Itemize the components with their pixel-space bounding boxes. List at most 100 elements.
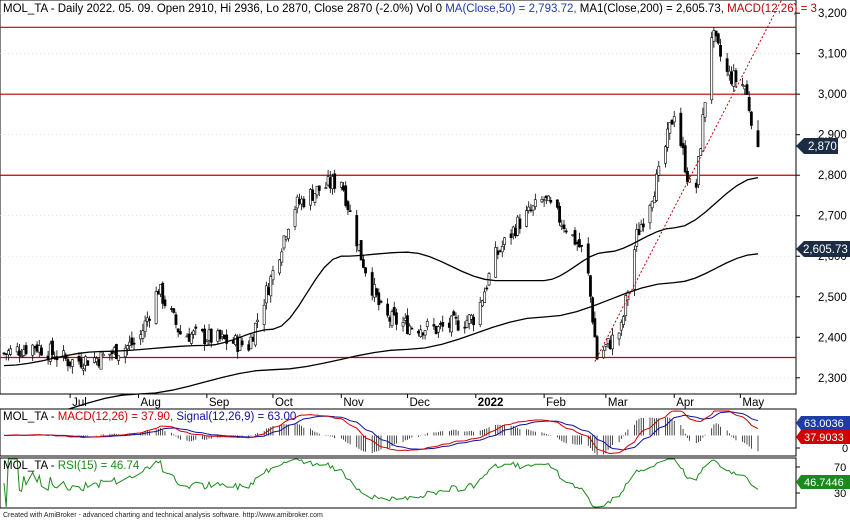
rsi-header: MOL_TA - RSI(15) = 46.74 bbox=[3, 460, 140, 472]
candle-body bbox=[732, 70, 736, 87]
candle-body bbox=[174, 314, 178, 325]
candle-body bbox=[664, 146, 667, 164]
candle-body bbox=[123, 347, 127, 358]
macd-zero-label: 0 bbox=[842, 443, 848, 455]
candle-body bbox=[417, 330, 420, 334]
macd-header: MOL_TA - MACD(12,26) = 37.90, Signal(12,… bbox=[3, 411, 296, 423]
month-label: Apr bbox=[676, 397, 694, 409]
candle-body bbox=[571, 234, 575, 236]
candle-body bbox=[547, 195, 550, 202]
candle-body bbox=[20, 355, 24, 358]
price-axis-label: 3,000 bbox=[818, 89, 847, 101]
price-axis-label: 2,500 bbox=[818, 292, 847, 304]
candle-body bbox=[81, 368, 85, 371]
candle-body bbox=[555, 199, 559, 208]
candle-body bbox=[344, 185, 348, 206]
candle-body bbox=[178, 331, 182, 335]
candle-body bbox=[269, 276, 273, 297]
candle-body bbox=[450, 315, 453, 333]
candle-body bbox=[22, 349, 26, 356]
month-label: Dec bbox=[409, 397, 430, 409]
candle-body bbox=[333, 173, 337, 189]
candle-body bbox=[295, 196, 299, 209]
candle-body bbox=[298, 199, 301, 204]
candle-body bbox=[315, 185, 319, 196]
candle-body bbox=[712, 30, 716, 42]
candle-body bbox=[170, 308, 173, 310]
candle-body bbox=[606, 338, 610, 344]
candle-body bbox=[668, 122, 672, 134]
candle-body bbox=[734, 70, 738, 83]
month-label: Mar bbox=[608, 397, 628, 409]
candle-body bbox=[611, 334, 614, 350]
macd-value: 63.0036 bbox=[804, 418, 844, 430]
candle-body bbox=[560, 224, 564, 227]
candle-body bbox=[68, 361, 72, 367]
price-axis-label: 3,200 bbox=[818, 8, 847, 20]
candle-body bbox=[201, 328, 204, 332]
candle-body bbox=[70, 359, 74, 367]
candle-body bbox=[339, 181, 343, 188]
candle-body bbox=[287, 228, 290, 239]
candle-body bbox=[117, 355, 121, 361]
candle-body bbox=[425, 321, 429, 327]
candle-body bbox=[608, 340, 612, 350]
candle-body bbox=[375, 288, 378, 296]
rsi-line bbox=[3, 458, 759, 508]
candle-body bbox=[236, 336, 240, 352]
candle-body bbox=[24, 345, 28, 355]
candle-body bbox=[141, 330, 145, 339]
price-axis: 3,2003,1003,0002,9002,8002,7002,6002,500… bbox=[796, 8, 847, 385]
candle-body bbox=[719, 44, 722, 57]
candle-body bbox=[309, 189, 312, 206]
month-label: Oct bbox=[275, 397, 294, 409]
candle-body bbox=[357, 244, 361, 251]
candle-body bbox=[108, 353, 112, 356]
candle-body bbox=[441, 321, 445, 327]
candle-body bbox=[379, 300, 383, 303]
candle-body bbox=[95, 357, 98, 363]
candle-body bbox=[128, 341, 132, 346]
candle-body bbox=[225, 334, 229, 344]
candle-body bbox=[472, 316, 475, 326]
price-axis-label: 2,700 bbox=[818, 211, 847, 223]
price-axis-label: 2,300 bbox=[818, 373, 847, 385]
candle-body bbox=[514, 228, 517, 237]
candle-body bbox=[745, 84, 749, 95]
candle-body bbox=[209, 328, 213, 343]
candle-body bbox=[498, 250, 502, 253]
header-ma200: MA1(Close,200) = 2,605.73, bbox=[577, 3, 724, 15]
candle-body bbox=[392, 306, 396, 315]
candle-body bbox=[701, 114, 705, 152]
candle-body bbox=[218, 329, 222, 340]
candle-body bbox=[511, 226, 515, 235]
candle-body bbox=[485, 287, 489, 290]
candle-body bbox=[456, 320, 460, 331]
candle-body bbox=[313, 193, 317, 203]
candle-body bbox=[672, 116, 676, 123]
candle-body bbox=[355, 215, 359, 247]
candle-body bbox=[436, 326, 440, 333]
candle-body bbox=[419, 329, 423, 337]
candle-body bbox=[163, 299, 167, 306]
candle-body bbox=[172, 308, 176, 313]
candle-body bbox=[509, 233, 513, 239]
candle-body bbox=[516, 216, 520, 236]
candle-body bbox=[483, 291, 487, 303]
candle-body bbox=[126, 345, 129, 350]
candle-body bbox=[77, 356, 81, 362]
ma50-line bbox=[3, 176, 759, 367]
candle-body bbox=[593, 318, 597, 338]
candle-body bbox=[544, 195, 548, 199]
candle-body bbox=[253, 322, 257, 346]
candle-body bbox=[619, 321, 623, 331]
signal-label: Signal(12,26,9) = 63.00 bbox=[173, 411, 296, 423]
candle-body bbox=[51, 340, 54, 355]
price-axis-label: 2,400 bbox=[818, 332, 847, 344]
candle-body bbox=[681, 143, 685, 149]
macd-panel bbox=[0, 408, 797, 457]
month-label: May bbox=[742, 397, 764, 409]
candle-body bbox=[324, 187, 328, 189]
trendline bbox=[594, 0, 783, 362]
